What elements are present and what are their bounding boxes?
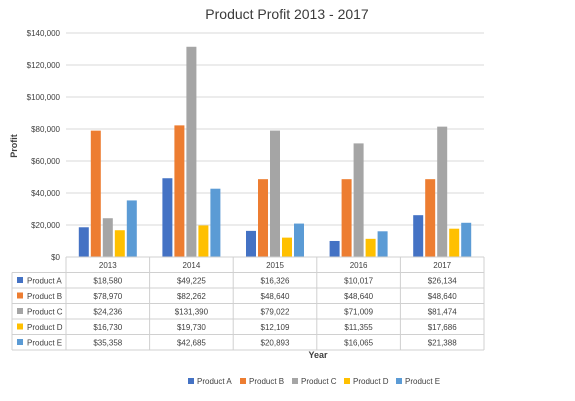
legend-label: Product B — [249, 377, 284, 386]
bar-product-d-2015 — [282, 237, 292, 257]
x-tick-label: 2017 — [433, 261, 451, 270]
y-tick-label: $20,000 — [31, 221, 60, 230]
table-value: $48,640 — [261, 292, 290, 301]
bar-product-c-2015 — [270, 130, 280, 257]
legend-swatch — [188, 378, 194, 384]
x-tick-label: 2013 — [99, 261, 117, 270]
legend-label: Product A — [197, 377, 232, 386]
table-value: $20,893 — [261, 339, 290, 348]
table-value: $71,009 — [344, 308, 373, 317]
y-tick-label: $120,000 — [27, 61, 61, 70]
bar-product-c-2017 — [437, 126, 448, 257]
table-series-label: Product C — [27, 308, 63, 317]
y-axis-tick-labels: $0 $20,000 $40,000 $60,000 $80,000 $100,000 $1… — [27, 29, 61, 262]
bar-product-e-2016 — [377, 231, 388, 257]
table-legend-key — [17, 339, 23, 345]
data-table: 2013 2014 2015 2016 2017 Product A $18,580 $49,… — [11, 256, 485, 351]
legend-label: Product D — [353, 377, 389, 386]
bars — [78, 46, 472, 257]
y-tick-label: $80,000 — [31, 125, 60, 134]
table-value: $48,640 — [344, 292, 373, 301]
table-value: $79,022 — [261, 308, 290, 317]
table-value: $131,390 — [175, 308, 209, 317]
table-value: $49,225 — [177, 277, 206, 286]
bar-product-b-2014 — [174, 125, 185, 257]
table-legend-key — [17, 277, 23, 283]
table-value: $42,685 — [177, 339, 206, 348]
table-value: $18,580 — [93, 277, 122, 286]
y-tick-label: $140,000 — [27, 29, 61, 38]
table-series-label: Product D — [27, 323, 63, 332]
legend: Product A Product B Product C Product D Prod… — [188, 377, 440, 386]
table-legend-key — [17, 308, 23, 314]
legend-swatch — [344, 378, 350, 384]
x-tick-label: 2016 — [350, 261, 368, 270]
bar-product-c-2014 — [186, 46, 197, 257]
bar-product-b-2017 — [425, 179, 436, 257]
x-tick-label: 2015 — [266, 261, 284, 270]
y-tick-label: $40,000 — [31, 189, 60, 198]
bar-product-c-2016 — [353, 143, 364, 257]
bar-product-a-2013 — [78, 227, 89, 257]
bar-product-e-2013 — [126, 200, 137, 257]
legend-swatch — [292, 378, 298, 384]
bar-product-d-2016 — [365, 238, 376, 257]
bar-product-d-2014 — [198, 225, 209, 257]
bar-product-e-2017 — [461, 222, 472, 257]
table-series-label: Product A — [27, 277, 62, 286]
table-series-label: Product E — [27, 339, 62, 348]
bar-product-b-2016 — [341, 179, 352, 257]
legend-swatch — [396, 378, 402, 384]
table-value: $16,730 — [93, 323, 122, 332]
bar-product-d-2013 — [114, 230, 125, 257]
table-value: $24,236 — [93, 308, 122, 317]
table-value: $19,730 — [177, 323, 206, 332]
x-tick-label: 2014 — [183, 261, 201, 270]
table-value: $21,388 — [428, 339, 457, 348]
bar-product-a-2017 — [413, 215, 424, 257]
table-value: $26,134 — [428, 277, 457, 286]
bar-product-c-2013 — [102, 218, 113, 257]
table-value: $48,640 — [428, 292, 457, 301]
legend-label: Product C — [301, 377, 337, 386]
table-value: $17,686 — [428, 323, 457, 332]
table-value: $35,358 — [93, 339, 122, 348]
table-legend-key — [17, 292, 23, 299]
table-value: $12,109 — [261, 323, 290, 332]
bar-product-e-2014 — [210, 188, 221, 257]
y-axis-title: Profit — [9, 134, 19, 158]
legend-swatch — [240, 378, 246, 384]
table-value: $11,355 — [344, 323, 373, 332]
table-series-label: Product B — [27, 292, 62, 301]
bar-product-a-2014 — [162, 178, 173, 257]
table-value: $82,262 — [177, 292, 206, 301]
bar-product-b-2015 — [258, 179, 268, 257]
bar-product-a-2016 — [329, 240, 340, 257]
table-legend-key — [17, 323, 23, 330]
y-tick-label: $60,000 — [31, 157, 60, 166]
chart-title: Product Profit 2013 - 2017 — [205, 6, 369, 22]
table-value: $16,065 — [344, 339, 373, 348]
legend-label: Product E — [405, 377, 440, 386]
table-value: $16,326 — [261, 277, 290, 286]
y-tick-label: $0 — [51, 253, 60, 262]
bar-product-b-2013 — [90, 130, 101, 257]
table-value: $78,970 — [93, 292, 122, 301]
x-axis-title: Year — [308, 350, 328, 360]
table-value: $81,474 — [428, 308, 457, 317]
bar-product-a-2015 — [246, 230, 256, 257]
bar-product-d-2017 — [449, 228, 460, 257]
y-tick-label: $100,000 — [27, 93, 61, 102]
bar-product-e-2015 — [294, 223, 304, 257]
table-value: $10,017 — [344, 277, 373, 286]
